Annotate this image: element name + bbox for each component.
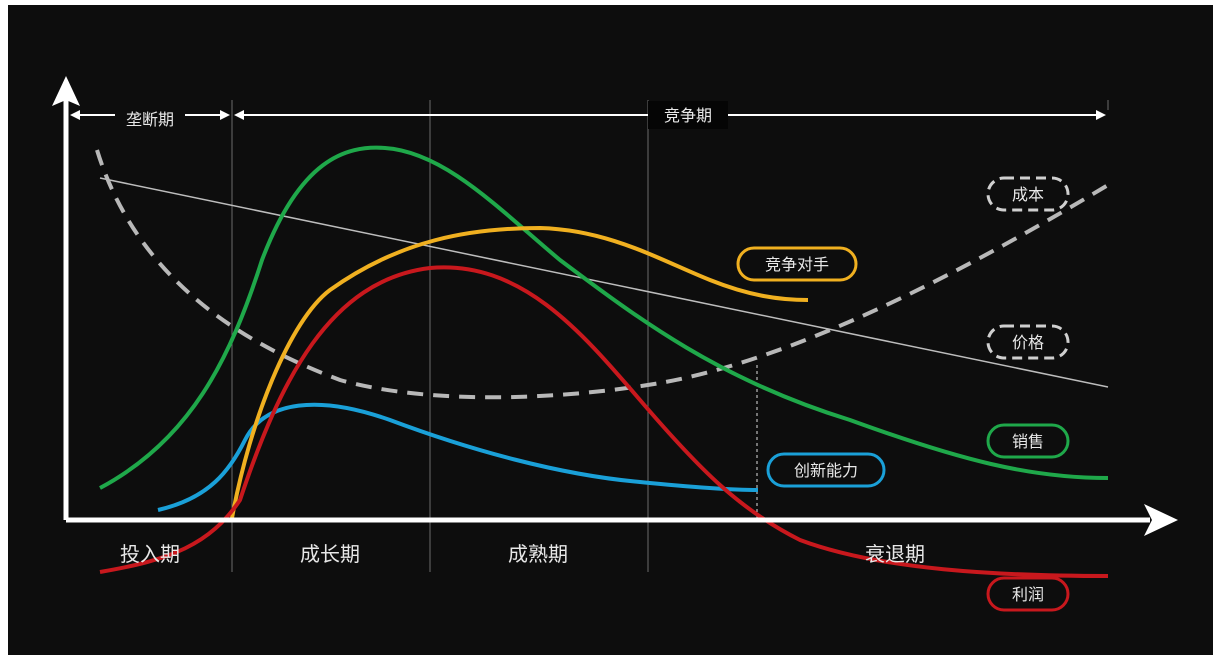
- price-label: 价格: [1012, 333, 1044, 352]
- profit-curve: [99, 265, 1109, 578]
- phase-maturity-label: 成熟期: [508, 542, 568, 566]
- sales-badge: 销售: [986, 423, 1070, 459]
- phase-introduction-label: 投入期: [120, 542, 180, 566]
- y-axis-arrowhead: [52, 76, 80, 106]
- cost-curve: [95, 149, 1110, 400]
- monopoly-period-label: 垄断期: [126, 110, 174, 129]
- competition-period-label: 竞争期: [664, 106, 712, 125]
- competitors-label: 竞争对手: [765, 255, 829, 274]
- phase-decline-label: 衰退期: [865, 542, 925, 566]
- price-curve: [99, 177, 1109, 388]
- innovation-badge: 创新能力: [766, 452, 886, 488]
- competitors-badge: 竞争对手: [736, 246, 858, 282]
- price-badge: 价格: [986, 324, 1070, 360]
- axes: [63, 95, 1150, 523]
- sales-curve: [99, 145, 1109, 490]
- x-axis-arrowhead: [1144, 504, 1178, 536]
- innovation-label: 创新能力: [794, 461, 858, 480]
- competition-label-bg: [648, 101, 728, 129]
- sales-label: 销售: [1012, 432, 1044, 451]
- phase-growth-label: 成长期: [300, 542, 360, 566]
- cost-label: 成本: [1012, 185, 1044, 204]
- profit-label: 利润: [1012, 585, 1044, 604]
- innovation-curve: [157, 402, 759, 512]
- competitors-curve: [230, 225, 809, 519]
- cost-badge: 成本: [986, 176, 1070, 212]
- profit-badge: 利润: [986, 576, 1070, 612]
